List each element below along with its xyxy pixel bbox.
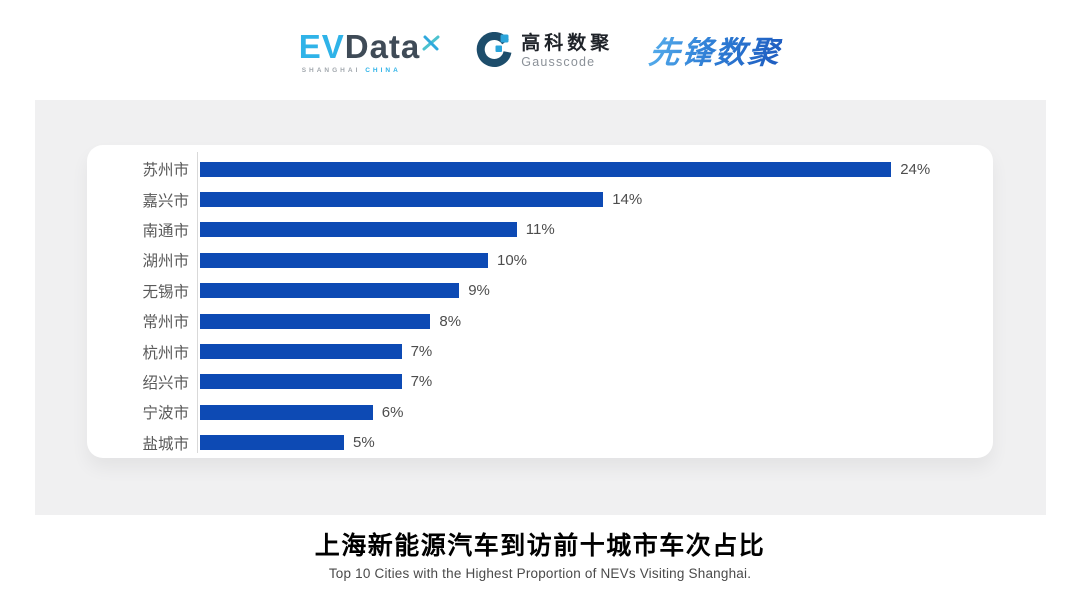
category-label: 湖州市 — [142, 253, 189, 271]
bar — [200, 222, 517, 238]
category-label: 嘉兴市 — [142, 192, 189, 210]
category-label: 无锡市 — [142, 283, 189, 301]
chart-row: 嘉兴市 14% — [87, 184, 993, 214]
value-label: 8% — [439, 312, 462, 330]
header: EV Data SHANGHAI CHINA 高科数聚 Gausscode — [0, 16, 1080, 88]
value-label: 11% — [525, 221, 555, 239]
value-label: 5% — [353, 434, 375, 452]
xianfeng-logo: 先锋数聚 — [647, 34, 784, 70]
gausscode-g-icon — [476, 31, 512, 73]
y-axis-line — [197, 152, 198, 453]
evdata-logo: EV Data SHANGHAI CHINA — [299, 30, 441, 74]
bar — [200, 404, 373, 420]
value-label: 10% — [497, 251, 528, 269]
value-label: 9% — [468, 282, 490, 300]
chart-row: 宁波市 6% — [87, 397, 993, 427]
bar — [200, 192, 604, 208]
category-label: 常州市 — [142, 314, 189, 332]
chart-row: 盐城市 5% — [87, 428, 993, 458]
bar — [200, 252, 488, 268]
chart-row: 常州市 8% — [87, 306, 993, 336]
evdata-wordmark: EV Data — [299, 30, 441, 63]
chart-panel: 苏州市 24% 嘉兴市 14% 南通市 11% 湖州市 10% 无锡市 9% 常州市 8% 杭州市 7% 绍… — [35, 100, 1046, 515]
chart-title: 上海新能源汽车到访前十城市车次占比 — [314, 532, 766, 560]
bar — [200, 435, 344, 451]
evdata-tagline-left: SHANGHAI — [301, 67, 361, 74]
value-label: 7% — [410, 373, 433, 391]
footer: 上海新能源汽车到访前十城市车次占比 Top 10 Cities with the… — [0, 531, 1080, 581]
value-label: 14% — [612, 191, 643, 209]
chart-card: 苏州市 24% 嘉兴市 14% 南通市 11% 湖州市 10% 无锡市 9% 常州市 8% 杭州市 7% 绍… — [87, 145, 993, 458]
chart-row: 湖州市 10% — [87, 245, 993, 275]
value-label: 24% — [900, 160, 931, 178]
value-label: 7% — [410, 343, 433, 361]
chart-subtitle: Top 10 Cities with the Highest Proportio… — [328, 566, 752, 581]
bar — [200, 374, 402, 390]
evdata-tagline: SHANGHAI CHINA — [299, 67, 401, 74]
evdata-data-text: Data — [344, 28, 421, 65]
evdata-tagline-right: CHINA — [365, 67, 401, 74]
category-label: 宁波市 — [142, 405, 189, 423]
chart-row: 无锡市 9% — [87, 276, 993, 306]
bar — [200, 313, 431, 329]
category-label: 苏州市 — [142, 162, 189, 180]
category-label: 盐城市 — [142, 435, 189, 453]
value-label: 6% — [381, 403, 404, 421]
bar — [200, 344, 402, 360]
gausscode-text: 高科数聚 Gausscode — [521, 33, 614, 70]
gausscode-en-name: Gausscode — [521, 54, 596, 69]
category-label: 南通市 — [142, 222, 189, 240]
evdata-ev-text: EV — [298, 28, 345, 65]
gausscode-logo: 高科数聚 Gausscode — [476, 31, 614, 73]
bar-chart: 苏州市 24% 嘉兴市 14% 南通市 11% 湖州市 10% 无锡市 9% 常州市 8% 杭州市 7% 绍… — [87, 145, 993, 458]
bar — [200, 283, 460, 299]
chart-row: 绍兴市 7% — [87, 367, 993, 397]
gausscode-cn-name: 高科数聚 — [521, 33, 614, 55]
evdata-x-spark-icon — [422, 24, 440, 57]
chart-row: 南通市 11% — [87, 215, 993, 245]
chart-row: 杭州市 7% — [87, 336, 993, 366]
chart-row: 苏州市 24% — [87, 154, 993, 184]
bar-rows: 苏州市 24% 嘉兴市 14% 南通市 11% 湖州市 10% 无锡市 9% 常州市 8% 杭州市 7% 绍… — [87, 154, 993, 458]
bar — [200, 161, 892, 177]
category-label: 杭州市 — [142, 344, 189, 362]
category-label: 绍兴市 — [142, 374, 189, 392]
